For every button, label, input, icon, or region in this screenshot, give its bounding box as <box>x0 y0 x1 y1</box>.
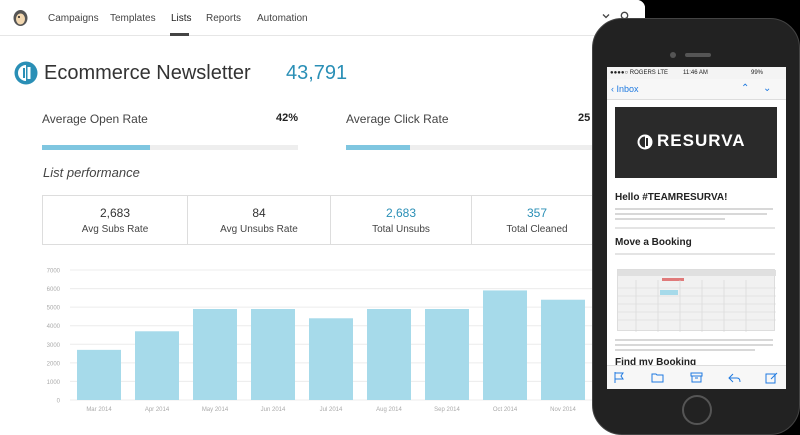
body-text-line <box>615 339 773 341</box>
stat-label: Total Cleaned <box>506 224 568 235</box>
x-tick-label: Apr 2014 <box>145 407 170 413</box>
battery: 99% <box>751 70 764 76</box>
x-tick-label: Aug 2014 <box>376 407 402 413</box>
tab-templates[interactable]: Templates <box>110 13 156 24</box>
compose-icon[interactable] <box>765 371 778 384</box>
tab-reports[interactable]: Reports <box>206 13 242 24</box>
y-tick-label: 4000 <box>47 324 61 330</box>
y-tick-label: 6000 <box>47 287 61 293</box>
click-rate-fill <box>346 145 410 150</box>
bar <box>251 309 295 400</box>
stat-avg-unsubs: 84 Avg Unsubs Rate <box>188 196 331 244</box>
section-find-booking: Find my Booking <box>615 357 697 368</box>
mailchimp-logo-icon[interactable] <box>12 9 29 27</box>
body-text-line <box>615 208 773 210</box>
bar <box>193 309 237 400</box>
x-tick-label: May 2014 <box>202 407 229 413</box>
y-tick-label: 0 <box>57 399 61 405</box>
divider <box>615 253 775 255</box>
inbox-back-button[interactable]: ‹ Inbox <box>611 84 639 94</box>
clock: 11:46 AM <box>683 70 708 76</box>
bar <box>135 331 179 400</box>
x-tick-label: Mar 2014 <box>86 407 112 413</box>
body-text-line <box>615 218 725 220</box>
stat-label: Total Unsubs <box>372 224 430 235</box>
phone-screen: ●●●●○ ROGERS LTE 11:46 AM 99% ‹ Inbox ⌃ … <box>607 67 786 389</box>
click-rate-label: Average Click Rate <box>346 112 449 126</box>
x-tick-label: Sep 2014 <box>434 407 460 413</box>
mail-toolbar <box>607 365 786 389</box>
subscriber-count: 43,791 <box>286 62 348 84</box>
stat-value: 357 <box>526 206 548 220</box>
status-bar: ●●●●○ ROGERS LTE 11:46 AM 99% <box>607 67 786 79</box>
brand-name: RESURVA <box>657 131 746 150</box>
body-text-line <box>615 213 767 215</box>
y-tick-label: 1000 <box>47 380 61 386</box>
open-rate-bar <box>42 145 298 150</box>
tab-automation[interactable]: Automation <box>257 13 308 24</box>
calendar-screenshot <box>617 269 776 332</box>
inbox-label: Inbox <box>616 84 639 94</box>
x-tick-label: Jul 2014 <box>320 407 343 413</box>
body-text-line <box>615 349 755 351</box>
tab-lists[interactable]: Lists <box>171 13 192 24</box>
resurva-logo-icon <box>637 134 653 150</box>
email-greeting: Hello #TEAMRESURVA! <box>615 192 728 203</box>
carrier: ●●●●○ ROGERS LTE <box>610 70 669 76</box>
bar <box>541 299 585 400</box>
subscriber-chart: 0 1000 2000 3000 4000 5000 6000 7000 Mar 2014 Apr… <box>40 262 600 414</box>
click-rate-bar <box>346 145 602 150</box>
mail-nav-bar: ‹ Inbox ⌃ ⌄ <box>607 79 786 100</box>
bar <box>483 290 527 400</box>
list-icon <box>14 61 38 85</box>
stat-avg-subs: 2,683 Avg Subs Rate <box>43 196 188 244</box>
stat-total-unsubs: 2,683 Total Unsubs <box>331 196 472 244</box>
x-tick-label: Jun 2014 <box>261 407 286 413</box>
bar <box>367 309 411 400</box>
email-banner: RESURVA <box>615 107 777 178</box>
bar <box>77 349 121 400</box>
stat-value: 2,683 <box>99 206 131 220</box>
active-tab-indicator <box>170 33 189 36</box>
y-tick-label: 5000 <box>47 306 61 312</box>
bar <box>309 318 353 400</box>
chevron-up-icon[interactable]: ⌃ <box>741 83 750 94</box>
y-tick-label: 7000 <box>47 269 61 275</box>
section-move-booking: Move a Booking <box>615 237 692 248</box>
bar-chart: 0 1000 2000 3000 4000 5000 6000 7000 Mar 2014 Apr… <box>47 269 592 413</box>
folder-icon[interactable] <box>651 371 664 384</box>
camera <box>670 52 676 58</box>
page-title: Ecommerce Newsletter <box>44 62 251 84</box>
open-rate-fill <box>42 145 150 150</box>
section-title: List performance <box>43 165 140 180</box>
home-button[interactable] <box>682 395 712 425</box>
stat-value: 2,683 <box>385 206 417 220</box>
top-nav: Campaigns Templates Lists Reports Automa… <box>0 0 645 36</box>
mailchimp-window: Campaigns Templates Lists Reports Automa… <box>0 0 645 435</box>
reply-icon[interactable] <box>728 371 741 384</box>
stat-label: Avg Subs Rate <box>81 224 149 235</box>
open-rate-value: 42% <box>276 112 299 124</box>
bar <box>425 309 469 400</box>
chevron-down-icon[interactable] <box>601 11 611 21</box>
y-tick-label: 2000 <box>47 361 61 367</box>
y-tick-label: 3000 <box>47 343 61 349</box>
chevron-down-icon[interactable]: ⌄ <box>763 83 772 94</box>
flag-icon[interactable] <box>613 371 626 384</box>
x-tick-label: Nov 2014 <box>550 407 576 413</box>
stats-panel: 2,683 Avg Subs Rate 84 Avg Unsubs Rate 2… <box>42 195 603 245</box>
archive-icon[interactable] <box>690 371 703 384</box>
stat-label: Avg Unsubs Rate <box>220 224 298 235</box>
iphone-frame: ●●●●○ ROGERS LTE 11:46 AM 99% ‹ Inbox ⌃ … <box>592 18 800 435</box>
speaker <box>685 53 711 57</box>
open-rate-label: Average Open Rate <box>42 112 148 126</box>
body-text-line <box>615 344 773 346</box>
click-rate-value: 25 <box>578 112 591 124</box>
x-tick-label: Oct 2014 <box>493 407 518 413</box>
tab-campaigns[interactable]: Campaigns <box>48 13 99 24</box>
divider <box>615 227 775 229</box>
stat-total-cleaned: 357 Total Cleaned <box>472 196 603 244</box>
stat-value: 84 <box>252 206 266 220</box>
